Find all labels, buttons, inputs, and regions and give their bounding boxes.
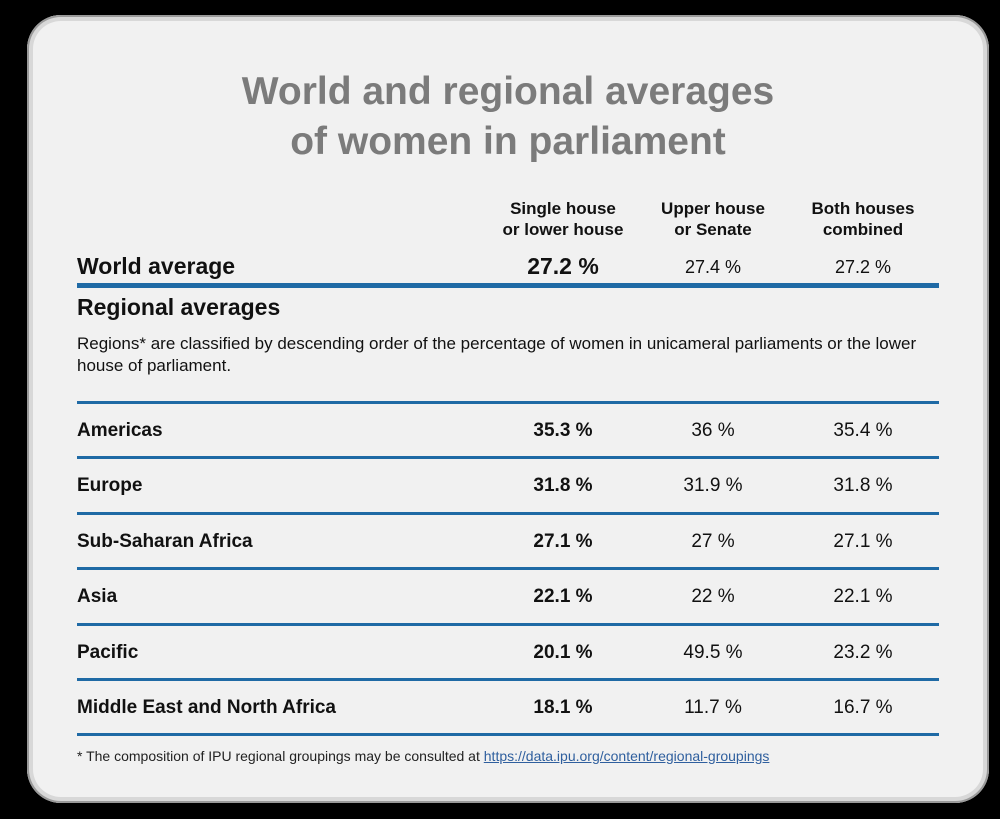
- column-header-line-2: or Senate: [674, 220, 752, 239]
- world-average-value-single-house: 27.2 %: [527, 253, 599, 279]
- table-rule: [77, 512, 939, 515]
- column-header-single-house: Single house or lower house: [483, 198, 643, 240]
- region-label: Sub-Saharan Africa: [77, 530, 253, 552]
- column-header-line-2: or lower house: [502, 220, 624, 239]
- region-value-both-houses: 16.7 %: [833, 697, 893, 718]
- region-value-both-houses: 27.1 %: [833, 530, 893, 552]
- column-header-both-houses: Both houses combined: [783, 198, 943, 240]
- regional-averages-note: Regions* are classified by descending or…: [77, 334, 917, 375]
- world-average-value-upper-house: 27.4 %: [684, 257, 742, 277]
- region-value-single-house: 20.1 %: [533, 641, 593, 663]
- chart-card: World and regional averages of women in …: [27, 15, 989, 803]
- table-rule: [77, 623, 939, 626]
- chart-title-line-2: of women in parliament: [290, 120, 726, 163]
- region-value-both-houses: 22.1 %: [833, 586, 893, 608]
- region-label: Americas: [77, 420, 163, 441]
- column-header-line-2: combined: [822, 220, 904, 239]
- region-value-single-house: 22.1 %: [533, 586, 593, 608]
- region-value-both-houses: 35.4 %: [833, 420, 893, 441]
- region-value-single-house: 35.3 %: [533, 420, 593, 441]
- region-value-upper-house: 27 %: [691, 530, 735, 552]
- region-label: Europe: [77, 475, 143, 497]
- region-value-upper-house: 11.7 %: [684, 697, 742, 718]
- regional-groupings-link[interactable]: https://data.ipu.org/content/regional-gr…: [483, 748, 770, 764]
- column-header-line-1: Single house: [510, 199, 616, 218]
- column-header-line-1: Both houses: [811, 199, 915, 218]
- region-label: Asia: [77, 586, 118, 608]
- region-value-upper-house: 36 %: [691, 420, 735, 441]
- column-header-line-1: Upper house: [661, 199, 765, 218]
- footnote: * The composition of IPU regional groupi…: [77, 746, 769, 766]
- world-average-rule: [77, 283, 939, 288]
- table-rule: [77, 456, 939, 459]
- region-value-upper-house: 22 %: [691, 586, 735, 608]
- region-label: Middle East and North Africa: [77, 697, 336, 718]
- chart-title-line-1: World and regional averages: [241, 70, 775, 113]
- table-rule: [77, 401, 939, 404]
- region-value-single-house: 18.1 %: [533, 697, 593, 718]
- region-value-upper-house: 31.9 %: [683, 475, 743, 497]
- region-value-both-houses: 23.2 %: [833, 641, 893, 663]
- chart-title: World and regional averages of women in …: [27, 67, 989, 167]
- region-value-both-houses: 31.8 %: [833, 475, 893, 497]
- column-header-upper-house: Upper house or Senate: [633, 198, 793, 240]
- region-value-upper-house: 49.5 %: [683, 641, 743, 663]
- region-value-single-house: 27.1 %: [533, 530, 593, 552]
- table-rule: [77, 733, 939, 736]
- regional-averages-title: Regional averages: [77, 294, 281, 320]
- world-average-value-both-houses: 27.2 %: [834, 257, 892, 277]
- region-label: Pacific: [77, 641, 139, 663]
- region-value-single-house: 31.8 %: [533, 475, 593, 497]
- table-rule: [77, 678, 939, 681]
- table-rule: [77, 567, 939, 570]
- world-average-label: World average: [77, 253, 236, 279]
- footnote-text: * The composition of IPU regional groupi…: [77, 748, 484, 764]
